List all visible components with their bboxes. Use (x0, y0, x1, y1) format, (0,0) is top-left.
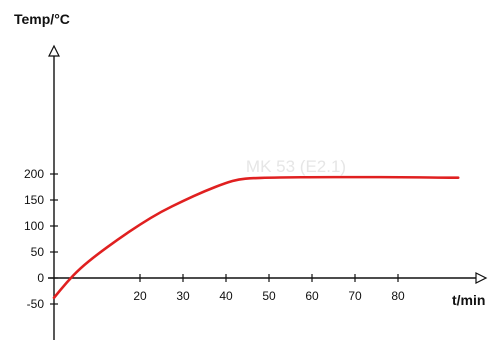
x-tick-labels: 20 30 40 50 60 70 80 (133, 289, 405, 303)
y-axis-arrow (48, 44, 60, 57)
watermark: MK 53 (E2.1) (246, 157, 346, 176)
x-tick-label: 60 (305, 289, 319, 303)
x-tick-label: 70 (348, 289, 362, 303)
series-group (52, 175, 460, 300)
series-line-0 (52, 175, 460, 300)
y-tick-label: 150 (24, 193, 44, 207)
x-tick-label: 40 (219, 289, 233, 303)
y-tick-label: 100 (24, 219, 44, 233)
x-tick-label: 20 (133, 289, 147, 303)
y-tick-label: 50 (31, 245, 45, 259)
y-tick-label: 200 (24, 167, 44, 181)
y-tick-label: 0 (37, 271, 44, 285)
y-tick-labels: -50 0 50 100 150 200 (24, 167, 44, 311)
axes (48, 44, 488, 340)
x-tick-label: 50 (262, 289, 276, 303)
x-tick-label: 80 (391, 289, 405, 303)
x-axis-arrow (475, 272, 488, 284)
y-tick-label: -50 (27, 297, 45, 311)
x-tick-label: 30 (176, 289, 190, 303)
x-axis-label: t/min (452, 292, 485, 308)
y-axis-label: Temp/°C (14, 11, 70, 27)
